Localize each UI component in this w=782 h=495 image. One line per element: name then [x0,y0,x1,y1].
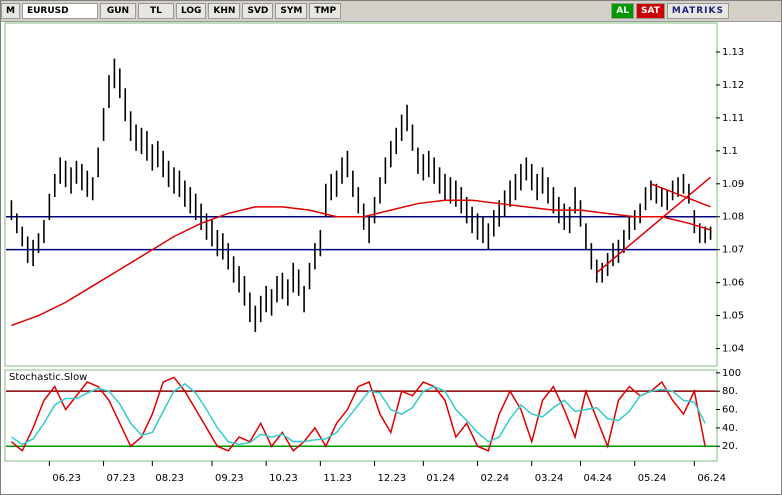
buy-button[interactable]: AL [611,3,634,19]
y-tick-label: 1.05 [722,311,744,322]
y-tick-label: 1.04 [722,344,744,355]
svd-button[interactable]: SVD [242,3,274,19]
y-tick-label: 1.12 [722,80,744,91]
x-tick-label: 08.23 [155,473,184,484]
toolbar: M EURUSD GUN TL LOG KHN SVD SYM TMP AL S… [1,1,781,22]
y-tick-label: 1.07 [722,245,744,256]
x-tick-label: 07.23 [107,473,136,484]
x-tick-label: 12.23 [378,473,407,484]
y-tick-label: 1.13 [722,47,744,58]
indicator-title: Stochastic.Slow [9,372,87,383]
x-tick-label: 09.23 [215,473,244,484]
x-tick-label: 06.23 [52,473,81,484]
khn-button[interactable]: KHN [208,3,241,19]
y-tick-label: 20. [722,441,738,452]
brand: MATRIKS [666,3,729,19]
line [650,183,711,208]
price-frame [4,22,718,367]
x-tick-label: 04.24 [584,473,613,484]
symbol-box[interactable]: EURUSD [21,3,98,19]
series-line [10,376,706,453]
x-tick-label: 05.24 [638,473,667,484]
y-tick-label: 100 [722,368,741,379]
period-button[interactable]: GUN [99,3,136,19]
x-tick-label: 10.23 [269,473,298,484]
y-tick-label: 60. [722,405,738,416]
x-tick-label: 02.24 [481,473,510,484]
y-tick-label: 1.06 [722,278,744,289]
indicator-frame [4,369,718,462]
line [11,199,711,327]
menu-button[interactable]: M [1,3,20,19]
x-tick-label: 03.24 [535,473,564,484]
y-tick-label: 1.11 [722,113,744,124]
x-tick-label: 01.24 [426,473,455,484]
sym-button[interactable]: SYM [275,3,308,19]
x-tick-label: 11.23 [323,473,352,484]
y-tick-label: 1.09 [722,179,744,190]
y-tick-label: 80. [722,386,738,397]
y-tick-label: 1.08 [722,212,744,223]
y-tick-label: 1.1 [722,146,738,157]
currency-button[interactable]: TL [137,3,174,19]
log-button[interactable]: LOG [175,3,207,19]
chart: Stochastic.Slow 1.04 1.05 1.06 1.07 1.08 1.09… [4,22,744,484]
line [596,176,712,274]
x-tick-label: 06.24 [697,473,726,484]
sell-button[interactable]: SAT [636,3,665,19]
tmp-button[interactable]: TMP [309,3,342,19]
series-line [10,382,706,446]
y-tick-label: 40. [722,423,738,434]
